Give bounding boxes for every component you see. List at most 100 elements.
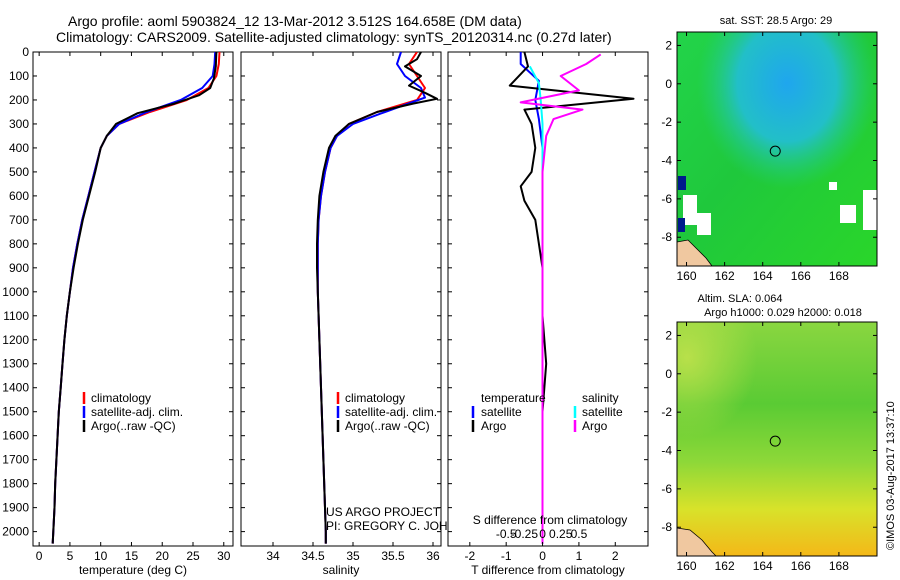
y-tick-label: 1400 <box>2 381 29 395</box>
x-tick-label: 36 <box>426 549 440 563</box>
temperature-axes <box>32 51 234 547</box>
map-y-tick-label: 2 <box>665 38 672 52</box>
credit-project: US ARGO PROJECT <box>326 505 441 519</box>
y-tick-label: 700 <box>9 213 29 227</box>
x-tick-label: 35 <box>346 549 360 563</box>
map-x-tick-label: 162 <box>715 559 735 573</box>
sst-map-title: sat. SST: 28.5 Argo: 29 <box>720 15 833 27</box>
temperature-legend: climatology satellite-adj. clim. Argo(..… <box>82 391 183 433</box>
temperature-lines <box>51 52 221 544</box>
x-tick-label: 30 <box>217 549 231 563</box>
series-line-temperature-argo <box>508 52 635 544</box>
x-tick-label: 35.5 <box>381 549 405 563</box>
sla-map-title: Altim. SLA: 0.064 <box>698 293 783 305</box>
y-tick-label: 2000 <box>2 525 29 539</box>
x-tick-label: -1 <box>501 549 512 563</box>
y-tick-label: 800 <box>9 237 29 251</box>
map-x-tick-label: 166 <box>791 559 811 573</box>
x-tick-label: 0 <box>36 549 43 563</box>
salinity-panel: 34 34.5 35 35.5 36 salinity climatology sate… <box>240 51 482 577</box>
y-tick-label: 1900 <box>2 501 29 515</box>
difference-axes <box>447 51 649 547</box>
x-tick-label: 25 <box>186 549 200 563</box>
map-y-tick-label: 0 <box>665 367 672 381</box>
difference-lines <box>508 52 635 544</box>
sst-map-missing <box>678 176 686 190</box>
x-tick-label: 2 <box>612 549 619 563</box>
map-y-tick-label: -4 <box>661 154 672 168</box>
map-y-tick-label: -2 <box>661 115 672 129</box>
x-tick-label: 0 <box>539 549 546 563</box>
sla-map-frame <box>676 321 878 557</box>
sla-map-field-overlay <box>677 322 877 556</box>
temperature-xlabel: temperature (deg C) <box>79 563 187 577</box>
y-tick-label: 1800 <box>2 477 29 491</box>
map-x-tick-label: 162 <box>715 269 735 283</box>
difference-xlabel-top: S difference from climatology <box>473 513 628 527</box>
s-diff-tick-label: -0.25 <box>511 527 539 541</box>
y-tick-label: 0 <box>22 45 29 59</box>
salinity-axes <box>240 51 442 547</box>
y-tick-label: 100 <box>9 69 29 83</box>
map-x-tick-label: 160 <box>677 559 697 573</box>
legend-s-satellite-label: satellite <box>582 405 623 419</box>
figure-title-line2: Climatology: CARS2009. Satellite-adjuste… <box>56 29 612 45</box>
y-tick-label: 200 <box>9 93 29 107</box>
series-line-salinity-argo <box>519 53 602 544</box>
sst-map-cloud-gap <box>863 190 877 230</box>
s-diff-tick-label: -0.5 <box>496 527 517 541</box>
x-tick-label: 34 <box>266 549 280 563</box>
map-y-tick-label: -4 <box>661 444 672 458</box>
s-diff-tick-label: 0.5 <box>571 527 588 541</box>
sst-map-argo-marker <box>769 145 781 157</box>
map-x-tick-label: 164 <box>753 269 773 283</box>
x-tick-label: 5 <box>67 549 74 563</box>
salinity-legend: climatology satellite-adj. clim. Argo(..… <box>336 391 437 433</box>
legend-argo-label: Argo(..raw -QC) <box>91 419 176 433</box>
sst-map-missing <box>678 218 685 232</box>
difference-legend: temperature salinity satellite Argo sate… <box>471 391 623 433</box>
credit-pi: PI: GREGORY C. JOHNSON <box>326 519 482 533</box>
legend-t-satellite-label: satellite <box>481 405 522 419</box>
legend-argo-label: Argo(..raw -QC) <box>345 419 430 433</box>
x-tick-label: 20 <box>156 549 170 563</box>
legend-satellite-label: satellite-adj. clim. <box>91 405 183 419</box>
map-y-tick-label: -8 <box>661 230 672 244</box>
salinity-ticks: 34 34.5 35 35.5 36 <box>241 51 441 563</box>
legend-satellite-label: satellite-adj. clim. <box>345 405 437 419</box>
map-x-tick-label: 166 <box>791 269 811 283</box>
x-tick-label: 1 <box>576 549 583 563</box>
map-y-tick-label: -6 <box>661 192 672 206</box>
series-line-argo-raw-qc- <box>316 52 438 544</box>
y-tick-label: 1100 <box>3 309 29 323</box>
difference-xlabel: T difference from climatology <box>471 563 625 577</box>
imos-watermark: ©IMOS 03-Aug-2017 13:37:10 <box>885 401 897 550</box>
series-line-argo-raw-qc- <box>51 52 218 544</box>
salinity-lines <box>316 52 438 544</box>
map-x-tick-label: 168 <box>829 269 849 283</box>
sst-map-cloud-gap <box>683 195 697 225</box>
map-y-tick-label: -8 <box>661 520 672 534</box>
sst-map-cloud-gap <box>840 205 856 223</box>
y-tick-label: 900 <box>9 261 29 275</box>
sla-map-panel: Altim. SLA: 0.064 Argo h1000: 0.029 h200… <box>661 293 878 573</box>
legend-t-argo-label: Argo <box>481 419 507 433</box>
y-tick-label: 300 <box>9 117 29 131</box>
x-tick-label: -2 <box>464 549 475 563</box>
x-tick-label: 10 <box>94 549 108 563</box>
y-tick-label: 600 <box>9 189 29 203</box>
sst-map-panel: sat. SST: 28.5 Argo: 29 160 162 164 166 168 2… <box>661 15 878 283</box>
difference-panel: -2 -1 0 1 2 -0.5-0.25 0 0.250.5 T difference fr… <box>447 51 649 577</box>
x-tick-label: 15 <box>125 549 139 563</box>
legend-salinity-title: salinity <box>582 391 619 405</box>
y-tick-label: 1200 <box>2 333 29 347</box>
sst-map-frame <box>676 31 878 267</box>
map-y-tick-label: -2 <box>661 405 672 419</box>
sst-map-cloud-gap <box>697 213 711 235</box>
y-tick-label: 1500 <box>2 405 29 419</box>
y-tick-label: 400 <box>9 141 29 155</box>
map-y-tick-label: 0 <box>665 77 672 91</box>
s-diff-tick-label: 0 <box>539 527 546 541</box>
salinity-xlabel: salinity <box>323 563 360 577</box>
